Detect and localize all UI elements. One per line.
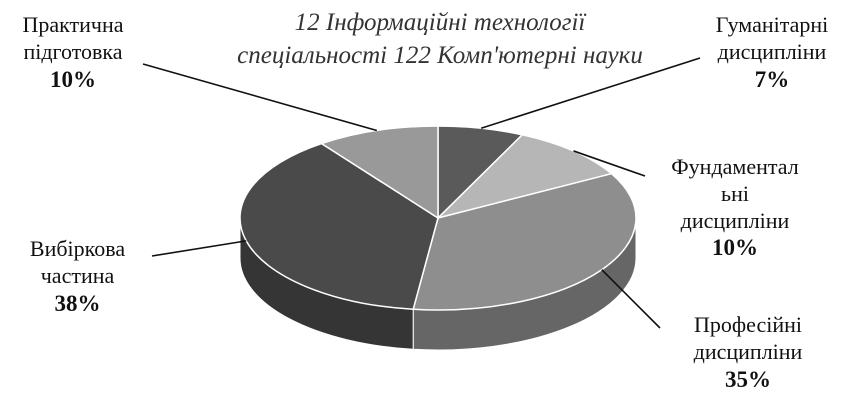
leader-line-humanities [480, 57, 701, 129]
slice-label-text: дисципліни [717, 38, 827, 64]
slice-label-text: дисципліни [693, 338, 803, 364]
slice-practice [319, 125, 439, 220]
slice-percent-label: 10% [50, 66, 96, 92]
slice-percent-label: 38% [54, 290, 101, 316]
slice-label-text: Гуманітарні [715, 12, 829, 37]
slice-label-text: Практична [22, 12, 124, 37]
slice-label-elective: Вибіркова частина 38% [0, 236, 155, 318]
slice-percent-label: 7% [754, 66, 790, 92]
chart-title-line-1: 12 Інформаційні технології [294, 9, 586, 36]
leader-line-practice [142, 63, 378, 132]
slice-fundamental [435, 133, 614, 220]
slice-label-text: ьні [721, 180, 749, 206]
slice-label-text: Вибіркова [29, 236, 126, 261]
slice-label-professional: Професійні дисципліни 35% [668, 312, 828, 394]
slice-label-practice: Практична підготовка 10% [0, 12, 146, 94]
chart-title-line-2: спеціальності 122 Комп'ютерні науки [237, 42, 643, 69]
slice-elective [239, 142, 439, 311]
leader-line-elective [151, 240, 247, 257]
slice-label-text: Фундаментал [671, 154, 799, 179]
slice-label-text: дисципліни [680, 207, 790, 233]
slice-label-fundamental: Фундаментал ьні дисципліни 10% [650, 154, 820, 263]
leader-line-professional [601, 269, 661, 329]
slice-label-text: підготовка [23, 38, 123, 64]
slice-percent-label: 10% [712, 235, 758, 261]
slice-label-text: Професійні [694, 312, 802, 337]
slice-label-humanities: Гуманітарні дисципліни 7% [698, 12, 846, 94]
leader-line-fundamental [573, 150, 646, 177]
slice-percent-label: 35% [725, 366, 771, 392]
slice-label-text: частина [40, 262, 115, 288]
